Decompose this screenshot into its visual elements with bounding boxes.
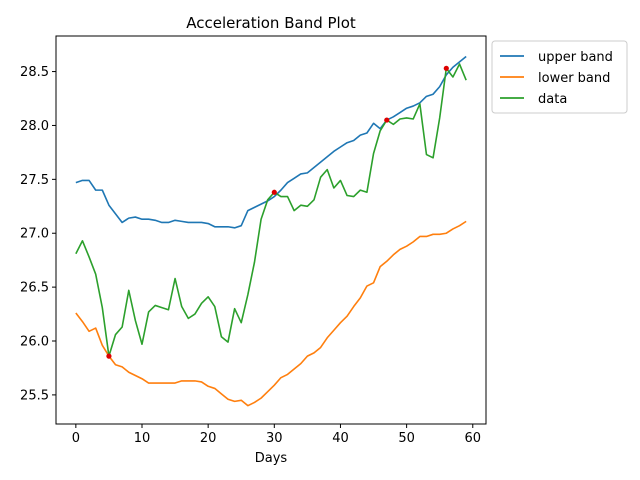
legend: upper band lower band data bbox=[491, 40, 628, 114]
y-tick-label: 27.5 bbox=[20, 173, 49, 188]
series-line-upper-band bbox=[75, 55, 467, 229]
highlight-point bbox=[271, 189, 277, 195]
x-tick-label: 60 bbox=[464, 431, 481, 446]
plot-area: 0 10 20 30 40 50 60 25.5 26.0 26.5 27.0 27.5 28.0 28.… bbox=[20, 35, 487, 446]
y-tick-label: 28.5 bbox=[20, 65, 49, 80]
x-tick-label: 30 bbox=[266, 431, 283, 446]
legend-label-data: data bbox=[538, 92, 567, 107]
legend-label-lower-band: lower band bbox=[538, 71, 610, 86]
legend-label-upper-band: upper band bbox=[538, 50, 613, 65]
y-tick-label: 27.0 bbox=[20, 227, 49, 242]
y-tick-label: 25.5 bbox=[20, 388, 49, 403]
axes-frame bbox=[55, 35, 487, 425]
highlight-point bbox=[384, 117, 390, 123]
y-tick-label: 26.0 bbox=[20, 335, 49, 350]
legend-box bbox=[491, 40, 628, 114]
x-tick-label: 0 bbox=[72, 431, 80, 446]
x-tick-label: 40 bbox=[332, 431, 349, 446]
highlight-point bbox=[106, 353, 112, 359]
chart-title: Acceleration Band Plot bbox=[186, 14, 356, 32]
y-tick-label: 28.0 bbox=[20, 119, 49, 134]
x-tick-label: 20 bbox=[200, 431, 217, 446]
x-tick-label: 50 bbox=[398, 431, 415, 446]
series-line-lower-band bbox=[75, 220, 467, 407]
x-tick-label: 10 bbox=[134, 431, 151, 446]
y-tick-label: 26.5 bbox=[20, 281, 49, 296]
series-line-data bbox=[75, 63, 467, 357]
highlight-point bbox=[443, 65, 449, 71]
x-axis-label: Days bbox=[255, 451, 288, 466]
